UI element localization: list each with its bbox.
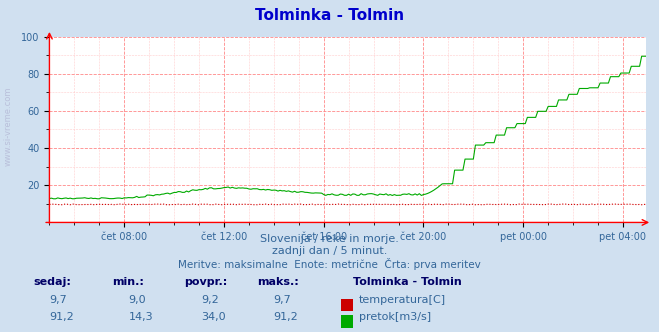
Text: maks.:: maks.: <box>257 277 299 287</box>
Text: www.si-vreme.com: www.si-vreme.com <box>3 86 13 166</box>
Text: 91,2: 91,2 <box>49 312 74 322</box>
Text: Meritve: maksimalne  Enote: metrične  Črta: prva meritev: Meritve: maksimalne Enote: metrične Črta… <box>178 258 481 270</box>
Text: 9,7: 9,7 <box>49 295 67 305</box>
Text: 9,0: 9,0 <box>129 295 146 305</box>
Text: Tolminka - Tolmin: Tolminka - Tolmin <box>353 277 461 287</box>
Text: min.:: min.: <box>112 277 144 287</box>
Text: Tolminka - Tolmin: Tolminka - Tolmin <box>255 8 404 23</box>
Text: zadnji dan / 5 minut.: zadnji dan / 5 minut. <box>272 246 387 256</box>
Text: Slovenija / reke in morje.: Slovenija / reke in morje. <box>260 234 399 244</box>
Text: 9,7: 9,7 <box>273 295 291 305</box>
Text: 91,2: 91,2 <box>273 312 299 322</box>
Text: pretok[m3/s]: pretok[m3/s] <box>359 312 431 322</box>
Text: 34,0: 34,0 <box>201 312 225 322</box>
Text: 9,2: 9,2 <box>201 295 219 305</box>
Text: temperatura[C]: temperatura[C] <box>359 295 446 305</box>
Text: 14,3: 14,3 <box>129 312 153 322</box>
Text: povpr.:: povpr.: <box>185 277 228 287</box>
Text: sedaj:: sedaj: <box>33 277 71 287</box>
